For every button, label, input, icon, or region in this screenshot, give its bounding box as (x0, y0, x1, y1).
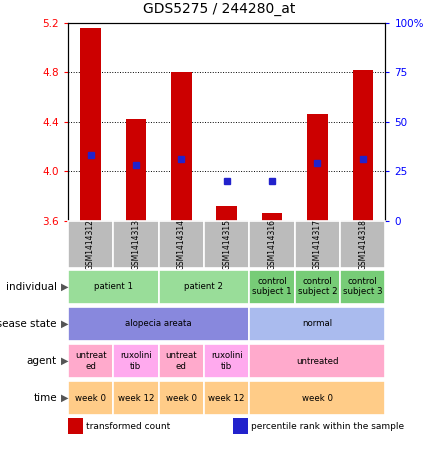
Bar (295, 221, 340, 268)
Text: transformed count: transformed count (86, 422, 170, 431)
Text: untreat
ed: untreat ed (166, 352, 197, 371)
Bar (249, 381, 385, 415)
Text: GSM1414312: GSM1414312 (86, 219, 95, 270)
Bar (68, 307, 249, 341)
Text: patient 1: patient 1 (94, 282, 133, 291)
Bar (295, 270, 340, 304)
Bar (249, 344, 385, 378)
Bar (233, 419, 248, 434)
Text: control
subject 3: control subject 3 (343, 277, 382, 296)
Text: untreat
ed: untreat ed (75, 352, 106, 371)
Text: week 0: week 0 (166, 394, 197, 403)
Bar (68, 221, 113, 268)
Text: control
subject 1: control subject 1 (252, 277, 292, 296)
Bar (340, 270, 385, 304)
Bar (307, 114, 328, 221)
Bar (126, 119, 146, 221)
Text: GSM1414316: GSM1414316 (268, 219, 276, 270)
Bar (68, 381, 113, 415)
Text: percentile rank within the sample: percentile rank within the sample (251, 422, 405, 431)
Bar (340, 221, 385, 268)
Text: ▶: ▶ (61, 282, 69, 292)
Bar (113, 344, 159, 378)
Text: normal: normal (302, 319, 332, 328)
Text: ruxolini
tib: ruxolini tib (120, 352, 152, 371)
Text: ▶: ▶ (61, 319, 69, 329)
Text: alopecia areata: alopecia areata (125, 319, 192, 328)
Bar (113, 381, 159, 415)
Bar (80, 28, 101, 221)
Text: GSM1414318: GSM1414318 (358, 219, 367, 270)
Text: week 12: week 12 (118, 394, 154, 403)
Text: individual: individual (6, 282, 57, 292)
Bar (204, 344, 249, 378)
Text: disease state: disease state (0, 319, 57, 329)
Bar (68, 419, 83, 434)
Bar (204, 381, 249, 415)
Bar (249, 307, 385, 341)
Text: GDS5275 / 244280_at: GDS5275 / 244280_at (143, 2, 295, 16)
Text: time: time (33, 393, 57, 403)
Bar (113, 221, 159, 268)
Text: untreated: untreated (296, 357, 339, 366)
Bar (204, 221, 249, 268)
Text: ▶: ▶ (61, 356, 69, 366)
Bar (171, 72, 191, 221)
Text: week 0: week 0 (302, 394, 333, 403)
Bar (249, 221, 295, 268)
Text: GSM1414317: GSM1414317 (313, 219, 322, 270)
Text: agent: agent (27, 356, 57, 366)
Text: ruxolini
tib: ruxolini tib (211, 352, 243, 371)
Bar (68, 270, 159, 304)
Text: ▶: ▶ (61, 393, 69, 403)
Bar (353, 70, 373, 221)
Bar (262, 213, 282, 221)
Text: GSM1414314: GSM1414314 (177, 219, 186, 270)
Text: control
subject 2: control subject 2 (297, 277, 337, 296)
Text: patient 2: patient 2 (184, 282, 223, 291)
Bar (159, 381, 204, 415)
Bar (249, 270, 295, 304)
Bar (159, 344, 204, 378)
Text: week 0: week 0 (75, 394, 106, 403)
Bar (159, 221, 204, 268)
Text: week 12: week 12 (208, 394, 245, 403)
Text: GSM1414313: GSM1414313 (131, 219, 141, 270)
Text: GSM1414315: GSM1414315 (222, 219, 231, 270)
Bar (159, 270, 249, 304)
Bar (68, 344, 113, 378)
Bar (216, 206, 237, 221)
